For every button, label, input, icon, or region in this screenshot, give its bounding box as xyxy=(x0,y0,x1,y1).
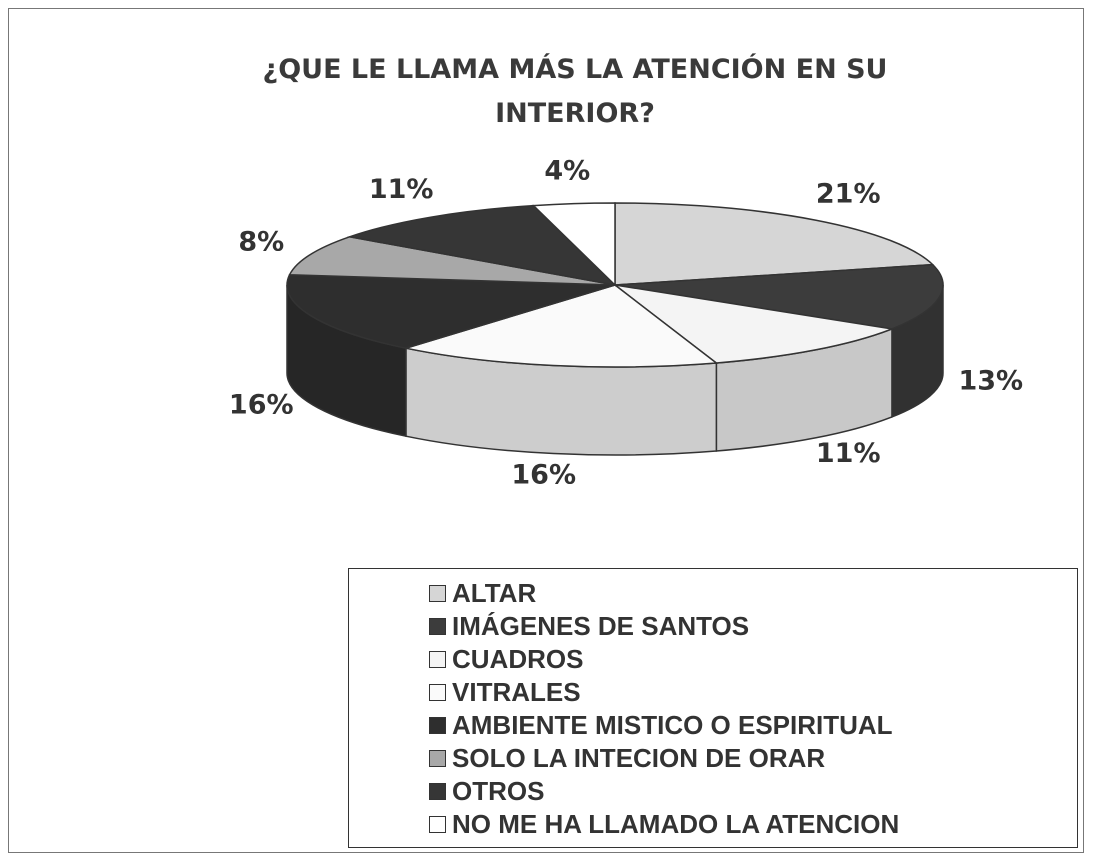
data-label: 21% xyxy=(816,178,881,209)
data-label: 16% xyxy=(229,390,294,421)
legend-swatch xyxy=(429,585,446,602)
pie-slice xyxy=(346,204,618,287)
legend-item: NO ME HA LLAMADO LA ATENCION xyxy=(429,808,1077,841)
legend-swatch xyxy=(429,684,446,701)
legend-item: IMÁGENES DE SANTOS xyxy=(429,610,1077,643)
legend-swatch xyxy=(429,816,446,833)
frame xyxy=(8,8,1084,853)
pie-slice xyxy=(614,263,944,330)
legend: ALTAR IMÁGENES DE SANTOS CUADROS VITRALES AM… xyxy=(348,568,1078,848)
pie-slice xyxy=(531,202,616,287)
legend-swatch xyxy=(429,750,446,767)
data-label: 13% xyxy=(958,366,1023,397)
pie-slice xyxy=(286,273,616,349)
legend-item: SOLO LA INTECION DE ORAR xyxy=(429,742,1077,775)
data-label: 4% xyxy=(544,155,590,186)
legend-item: CUADROS xyxy=(429,643,1077,676)
legend-swatch xyxy=(429,783,446,800)
legend-item: ALTAR xyxy=(429,577,1077,610)
pie-slice xyxy=(288,236,616,286)
legend-item: VITRALES xyxy=(429,676,1077,709)
legend-item: OTROS xyxy=(429,775,1077,808)
data-label: 11% xyxy=(369,174,434,205)
data-label: 8% xyxy=(238,227,284,258)
legend-label: NO ME HA LLAMADO LA ATENCION xyxy=(452,809,900,839)
legend-swatch xyxy=(429,651,446,668)
legend-label: CUADROS xyxy=(452,644,584,674)
legend-swatch xyxy=(429,618,446,635)
data-label: 16% xyxy=(511,460,576,491)
pie-slice xyxy=(614,202,935,286)
data-label: 11% xyxy=(816,438,881,469)
legend-label: VITRALES xyxy=(452,677,581,707)
legend-label: ALTAR xyxy=(452,578,537,608)
pie-slice xyxy=(405,284,719,368)
legend-label: AMBIENTE MISTICO O ESPIRITUAL xyxy=(452,710,893,740)
legend-item: AMBIENTE MISTICO O ESPIRITUAL xyxy=(429,709,1077,742)
legend-label: SOLO LA INTECION DE ORAR xyxy=(452,743,826,773)
legend-label: IMÁGENES DE SANTOS xyxy=(452,611,750,641)
chart-title: ¿QUE LE LLAMA MÁS LA ATENCIÓN EN SU INTE… xyxy=(262,54,888,129)
pie-slice xyxy=(614,284,895,364)
legend-label: OTROS xyxy=(452,776,545,806)
legend-swatch xyxy=(429,717,446,734)
